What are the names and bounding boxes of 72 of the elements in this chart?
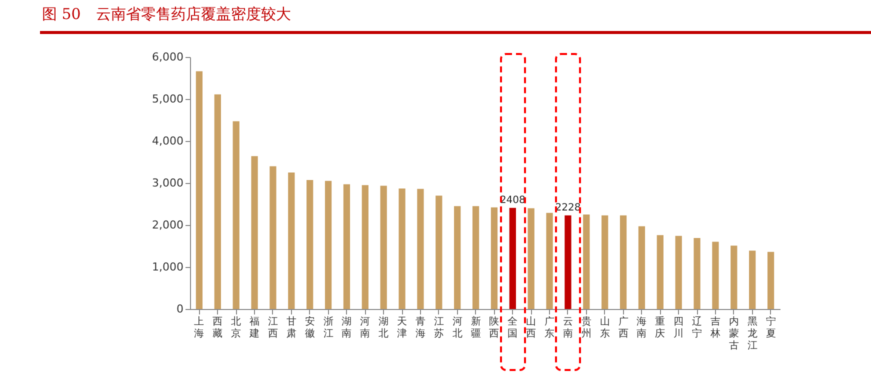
x-tick-label: 河南 xyxy=(360,316,370,340)
x-tick-label: 全国 xyxy=(508,316,518,340)
x-tick-label: 青海 xyxy=(415,316,426,340)
y-tick-label: 5,000 xyxy=(152,92,184,106)
bar xyxy=(232,121,240,309)
bar xyxy=(251,156,258,309)
x-tick-label: 天津 xyxy=(397,316,408,340)
x-tick-label: 云南 xyxy=(562,316,573,340)
x-tick-label: 湖北 xyxy=(378,316,389,340)
x-tick-label: 江西 xyxy=(268,316,278,340)
bar xyxy=(454,206,461,309)
x-tick-label: 西藏 xyxy=(212,316,223,340)
x-tick-label: 宁夏 xyxy=(766,316,776,340)
x-tick-label: 黑龙江 xyxy=(747,316,758,352)
bar xyxy=(730,246,738,309)
bar xyxy=(417,188,424,309)
x-tick-label: 贵州 xyxy=(581,316,592,340)
x-tick-label: 辽宁 xyxy=(692,316,702,340)
x-tick-label: 吉林 xyxy=(709,316,720,340)
y-tick-label: 3,000 xyxy=(152,176,184,190)
y-tick-label: 6,000 xyxy=(152,50,184,64)
y-tick-label: 1,000 xyxy=(152,260,184,274)
bar xyxy=(270,166,276,309)
x-tick-label: 广东 xyxy=(544,316,555,340)
x-tick-label: 湖南 xyxy=(342,316,352,340)
bar xyxy=(694,238,700,309)
y-tick-label: 2,000 xyxy=(152,218,184,232)
x-tick-label: 海南 xyxy=(636,316,647,340)
bar xyxy=(546,212,553,309)
x-tick-label: 四川 xyxy=(674,316,684,340)
x-tick-label: 上海 xyxy=(194,316,204,340)
x-tick-label: 浙江 xyxy=(323,316,334,340)
y-tick-label: 4,000 xyxy=(152,134,184,148)
x-tick-label: 河北 xyxy=(452,316,462,340)
bar xyxy=(472,206,480,309)
x-tick-label: 甘肃 xyxy=(286,316,296,340)
bar xyxy=(380,186,387,309)
bar xyxy=(288,172,295,309)
bar xyxy=(398,188,406,309)
x-tick-label: 北京 xyxy=(231,316,242,340)
bar xyxy=(490,207,498,309)
bar xyxy=(638,226,646,309)
x-tick-label: 江苏 xyxy=(434,316,444,340)
bar xyxy=(362,185,368,309)
bar xyxy=(583,214,590,309)
bar xyxy=(620,215,627,309)
bar xyxy=(306,180,314,309)
bar xyxy=(509,208,516,309)
y-tick-label: 0 xyxy=(176,302,184,316)
bar xyxy=(324,180,332,309)
x-tick-label: 新疆 xyxy=(470,316,481,340)
bar xyxy=(749,250,756,309)
bar xyxy=(564,215,572,309)
bar xyxy=(214,94,221,309)
x-tick-label: 安徽 xyxy=(304,316,315,340)
bar xyxy=(343,184,350,309)
x-tick-label: 山东 xyxy=(600,316,610,340)
chart-title: 图 50 云南省零售药店覆盖密度较大 xyxy=(40,0,871,34)
x-tick-label: 陕西 xyxy=(489,316,500,340)
bar xyxy=(712,242,719,309)
bar xyxy=(675,236,682,309)
x-tick-label: 福建 xyxy=(248,316,260,340)
bar xyxy=(767,252,774,309)
x-tick-label: 内蒙古 xyxy=(728,316,739,352)
bar xyxy=(656,235,664,309)
bar xyxy=(436,196,442,309)
bar xyxy=(528,208,534,309)
bar xyxy=(602,215,608,309)
x-tick-label: 广西 xyxy=(618,316,628,340)
bar xyxy=(196,71,203,309)
x-tick-label: 山西 xyxy=(526,316,536,340)
x-tick-label: 重庆 xyxy=(655,316,666,340)
